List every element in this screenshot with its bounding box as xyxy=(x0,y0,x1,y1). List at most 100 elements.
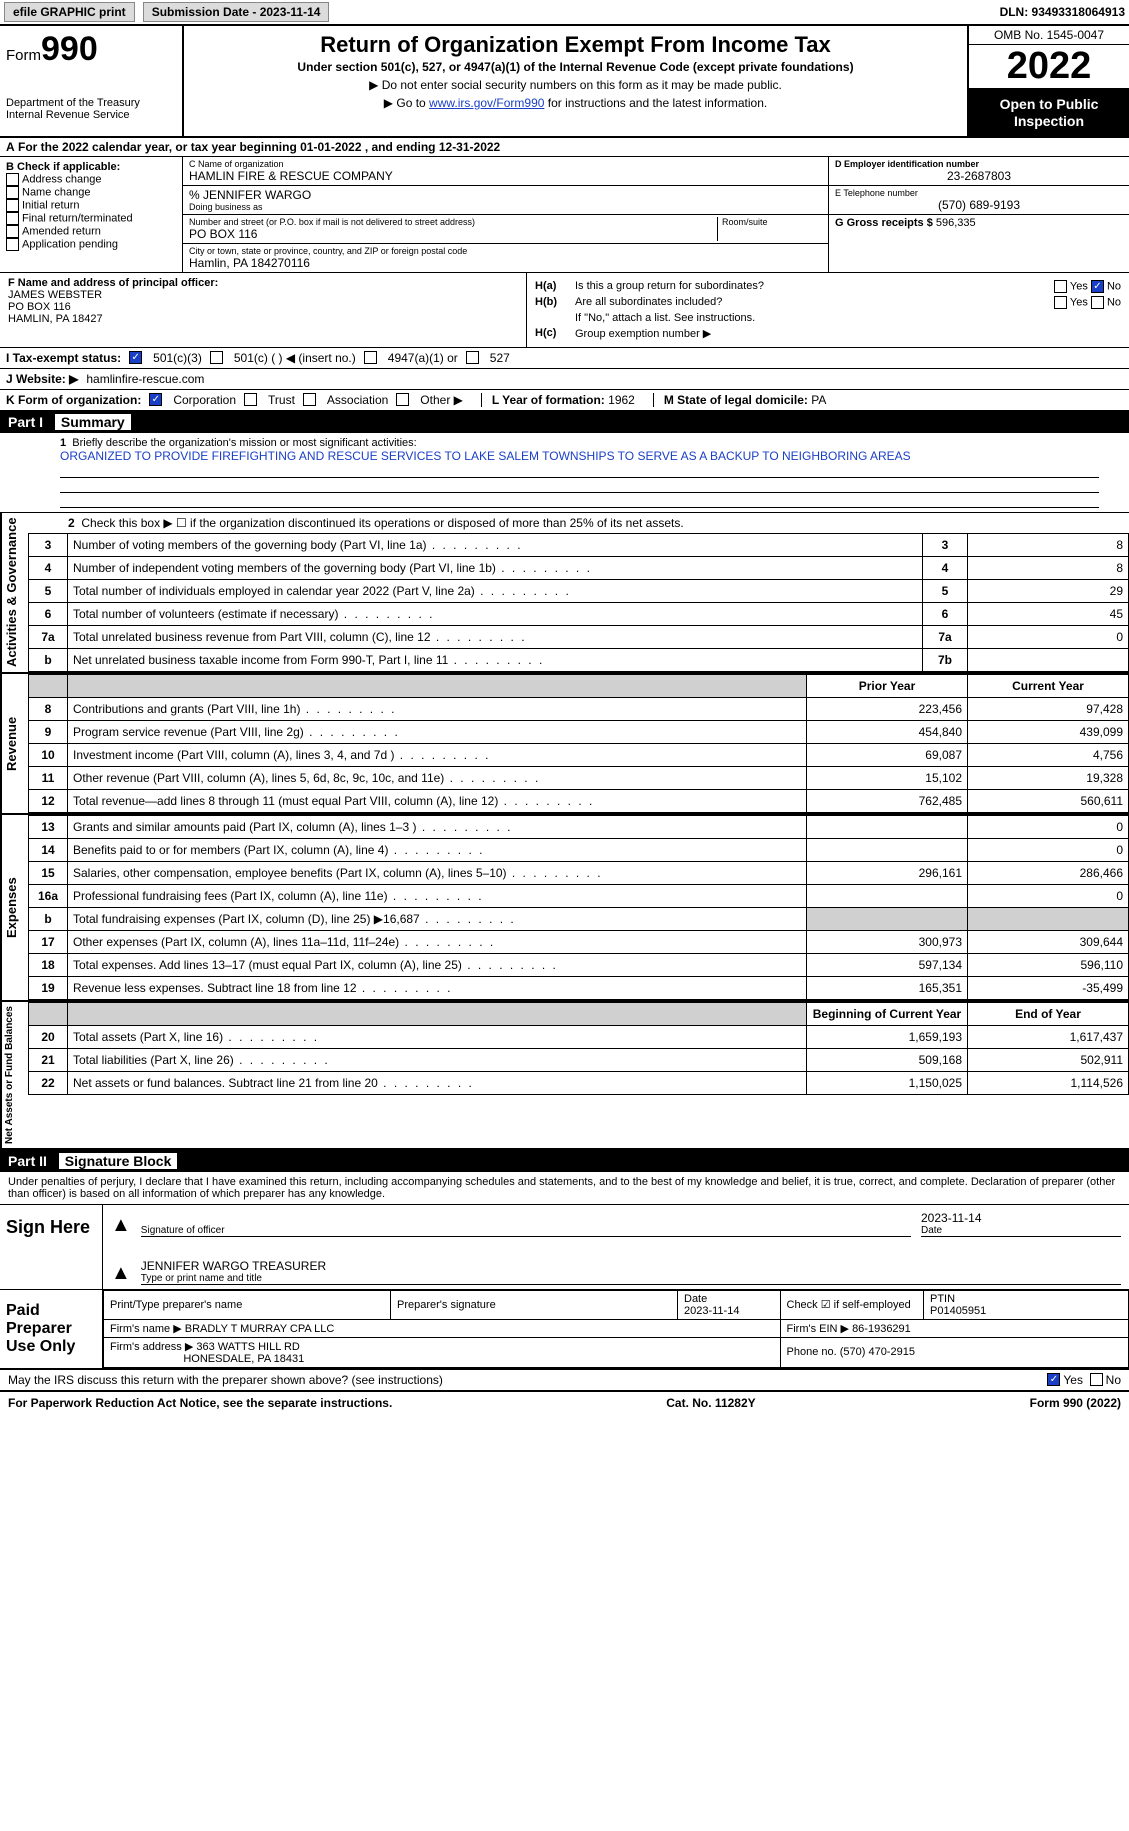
hb-no[interactable] xyxy=(1091,296,1104,309)
line-desc: Total expenses. Add lines 13–17 (must eq… xyxy=(68,953,807,976)
side-revenue: Revenue xyxy=(0,674,28,813)
part1-label: Part I xyxy=(8,414,43,430)
opt-amended: Amended return xyxy=(22,225,101,237)
ein-value: 23-2687803 xyxy=(835,169,1123,183)
hc-label: H(c) xyxy=(535,327,575,339)
topbar: efile GRAPHIC print Submission Date - 20… xyxy=(0,0,1129,26)
note-goto: Go to www.irs.gov/Form990 for instructio… xyxy=(192,96,959,110)
yes-label: Yes xyxy=(1070,280,1088,292)
submission-date-button[interactable]: Submission Date - 2023-11-14 xyxy=(143,2,330,22)
firm-addr-label: Firm's address ▶ xyxy=(110,1341,193,1353)
chk-assoc[interactable] xyxy=(303,393,316,406)
chk-527[interactable] xyxy=(466,351,479,364)
prior-value: 165,351 xyxy=(807,976,968,999)
curr-value: -35,499 xyxy=(968,976,1129,999)
korg-label: K Form of organization: xyxy=(6,393,141,407)
hb-yes[interactable] xyxy=(1054,296,1067,309)
preparer-table: Print/Type preparer's name Preparer's si… xyxy=(103,1290,1129,1368)
sig-arrow-icon2: ▲ xyxy=(111,1262,131,1285)
note2-post: for instructions and the latest informat… xyxy=(544,96,767,110)
line-desc: Revenue less expenses. Subtract line 18 … xyxy=(68,976,807,999)
firm-phone-label: Phone no. xyxy=(787,1346,837,1358)
prior-value: 69,087 xyxy=(807,743,968,766)
line-desc: Program service revenue (Part VIII, line… xyxy=(68,720,807,743)
curr-value: 309,644 xyxy=(968,930,1129,953)
line-num: 10 xyxy=(29,743,68,766)
line-desc: Professional fundraising fees (Part IX, … xyxy=(68,884,807,907)
entity-block: B Check if applicable: Address change Na… xyxy=(0,157,1129,273)
sig-date-value: 2023-11-14 xyxy=(921,1211,1121,1225)
line-num: b xyxy=(29,907,68,930)
form-title: Return of Organization Exempt From Incom… xyxy=(192,32,959,58)
curr-value: 0 xyxy=(968,838,1129,861)
omb-number: OMB No. 1545-0047 xyxy=(969,26,1129,45)
efile-button[interactable]: efile GRAPHIC print xyxy=(4,2,135,22)
line-num: 15 xyxy=(29,861,68,884)
form-number: 990 xyxy=(41,30,98,68)
irs-link[interactable]: www.irs.gov/Form990 xyxy=(429,96,544,110)
chk-other[interactable] xyxy=(396,393,409,406)
typed-name-field: JENNIFER WARGO TREASURER Type or print n… xyxy=(141,1245,1121,1285)
line-value: 29 xyxy=(968,579,1129,602)
sig-officer-field[interactable]: Signature of officer xyxy=(141,1211,911,1237)
prior-value: 597,134 xyxy=(807,953,968,976)
line-num: 5 xyxy=(29,579,68,602)
hb-note: If "No," attach a list. See instructions… xyxy=(535,312,1121,324)
form-header: Form990 Department of the Treasury Inter… xyxy=(0,26,1129,138)
discuss-no[interactable] xyxy=(1090,1373,1103,1386)
sign-here-label: Sign Here xyxy=(0,1205,103,1289)
line-desc: Benefits paid to or for members (Part IX… xyxy=(68,838,807,861)
chk-final-return[interactable] xyxy=(6,212,19,225)
gross-value: 596,335 xyxy=(936,217,976,229)
chk-app-pending[interactable] xyxy=(6,238,19,251)
opt-4947: 4947(a)(1) or xyxy=(388,351,458,365)
chk-initial-return[interactable] xyxy=(6,199,19,212)
ha-no[interactable]: ✓ xyxy=(1091,280,1104,293)
opt-501c3: 501(c)(3) xyxy=(153,351,202,365)
line-num: 17 xyxy=(29,930,68,953)
discuss-yes[interactable]: ✓ xyxy=(1047,1373,1060,1386)
note2-pre: Go to xyxy=(396,96,429,110)
line-value: 8 xyxy=(968,533,1129,556)
officer-name: JAMES WEBSTER xyxy=(8,289,518,301)
line-value: 0 xyxy=(968,625,1129,648)
line-desc: Net assets or fund balances. Subtract li… xyxy=(68,1071,807,1094)
chk-address-change[interactable] xyxy=(6,173,19,186)
section-expenses: Expenses 13 Grants and similar amounts p… xyxy=(0,815,1129,1002)
l1-label: Briefly describe the organization's miss… xyxy=(72,437,416,449)
line-desc: Number of voting members of the governin… xyxy=(68,533,923,556)
discuss-row: May the IRS discuss this return with the… xyxy=(0,1369,1129,1390)
chk-name-change[interactable] xyxy=(6,186,19,199)
ha-yes[interactable] xyxy=(1054,280,1067,293)
tax-status-row: I Tax-exempt status: ✓501(c)(3) 501(c) (… xyxy=(0,348,1129,369)
prior-value xyxy=(807,884,968,907)
chk-trust[interactable] xyxy=(244,393,257,406)
line-num: b xyxy=(29,648,68,671)
paid-preparer-block: Paid Preparer Use Only Print/Type prepar… xyxy=(0,1290,1129,1369)
org-name: HAMLIN FIRE & RESCUE COMPANY xyxy=(189,169,822,183)
irs-label: Internal Revenue Service xyxy=(6,109,176,121)
calendar-year-line: A For the 2022 calendar year, or tax yea… xyxy=(0,138,1129,157)
website-label: J Website: ▶ xyxy=(6,372,78,386)
state-dom: PA xyxy=(811,393,826,407)
table-revenue: Prior Year Current Year8 Contributions a… xyxy=(28,674,1129,813)
line-value xyxy=(968,648,1129,671)
paid-preparer-label: Paid Preparer Use Only xyxy=(0,1290,103,1368)
line-num: 16a xyxy=(29,884,68,907)
curr-value: 0 xyxy=(968,884,1129,907)
chk-501c[interactable] xyxy=(210,351,223,364)
mission-text: ORGANIZED TO PROVIDE FIREFIGHTING AND RE… xyxy=(60,449,1099,463)
opt-other: Other ▶ xyxy=(420,393,463,407)
line-desc: Total fundraising expenses (Part IX, col… xyxy=(68,907,807,930)
chk-501c3[interactable]: ✓ xyxy=(129,351,142,364)
chk-4947[interactable] xyxy=(364,351,377,364)
org-name-label: C Name of organization xyxy=(189,159,822,169)
curr-value: 4,756 xyxy=(968,743,1129,766)
curr-value: 286,466 xyxy=(968,861,1129,884)
typed-name: JENNIFER WARGO TREASURER xyxy=(141,1259,1121,1273)
chk-amended[interactable] xyxy=(6,225,19,238)
dln-text: DLN: 93493318064913 xyxy=(1000,5,1125,19)
opt-527: 527 xyxy=(490,351,510,365)
chk-corp[interactable]: ✓ xyxy=(149,393,162,406)
line-desc: Salaries, other compensation, employee b… xyxy=(68,861,807,884)
